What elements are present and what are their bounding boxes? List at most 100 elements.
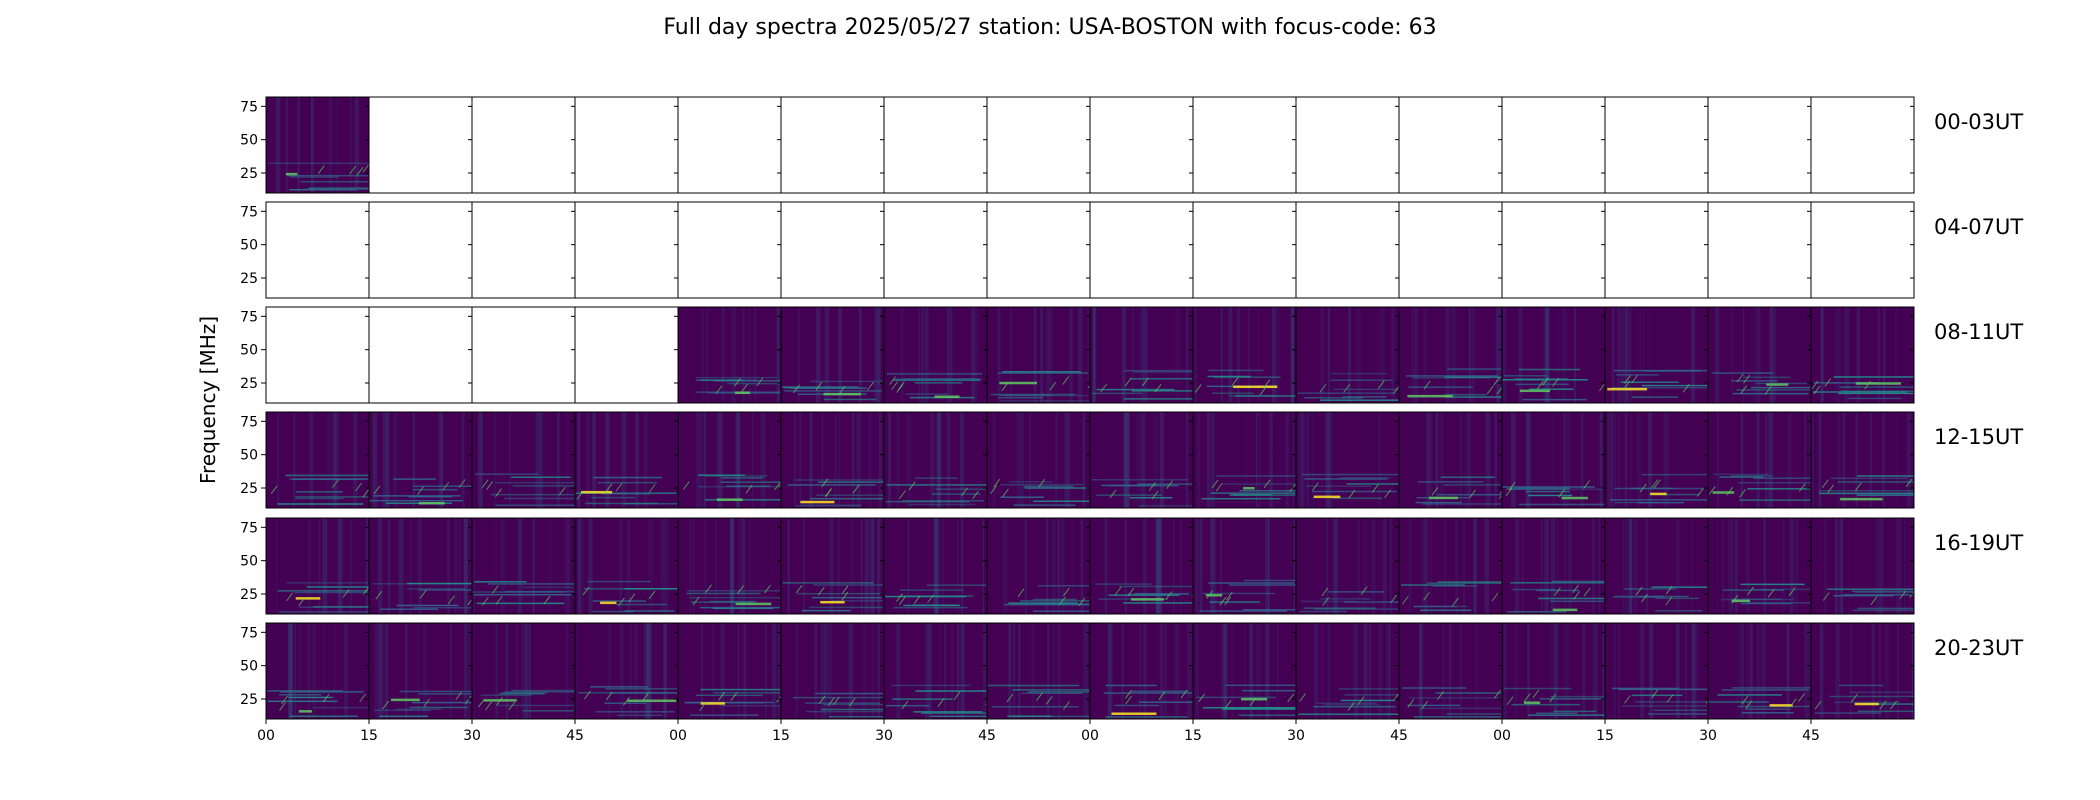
spectral-column <box>1599 412 1603 508</box>
panel-frame <box>574 306 679 404</box>
burst-mark <box>279 702 286 711</box>
spectral-column <box>1896 412 1898 508</box>
interference-band <box>1332 497 1383 500</box>
spectrogram-background <box>678 307 781 403</box>
spectral-column <box>1175 307 1180 403</box>
spectral-column <box>352 412 358 508</box>
spectral-column <box>1838 307 1841 403</box>
spectral-column <box>1327 307 1330 403</box>
spectral-column <box>1740 623 1745 719</box>
interference-band <box>690 601 754 604</box>
spectral-column <box>1477 623 1479 719</box>
spectral-column <box>946 307 948 403</box>
spectral-column <box>1264 518 1269 614</box>
spectral-column <box>1138 307 1144 403</box>
burst-mark <box>1225 591 1233 601</box>
spectral-column <box>1408 518 1412 614</box>
spectral-column <box>1155 518 1159 614</box>
spectral-column <box>1882 412 1885 508</box>
interference-band <box>1536 712 1578 714</box>
panel-row-16-19UT: 25 50 75 <box>240 517 1915 615</box>
spectrogram-background <box>1605 518 1708 614</box>
spectrogram-panel <box>1501 622 1606 720</box>
burst-mark <box>1623 375 1631 384</box>
spectrogram-background <box>884 518 987 614</box>
burst-mark <box>465 695 472 705</box>
spectral-column <box>643 623 649 719</box>
spectral-column <box>1787 412 1792 508</box>
burst-mark <box>623 696 630 706</box>
interference-band <box>1207 582 1295 584</box>
burst-mark <box>1558 488 1565 498</box>
interference-band <box>399 690 472 693</box>
burst-mark <box>1532 689 1540 699</box>
spectral-column <box>1136 412 1141 508</box>
burst-mark <box>1740 385 1748 394</box>
spectral-column <box>900 307 904 403</box>
burst-mark <box>1215 482 1223 492</box>
spectrogram-background <box>781 412 884 508</box>
burst-mark <box>1822 592 1830 601</box>
interference-band <box>1515 383 1569 386</box>
burst-mark <box>1827 484 1835 494</box>
burst-mark <box>1114 586 1122 596</box>
panel-row-04-07UT: 25 50 75 <box>240 201 1915 299</box>
interference-band <box>997 372 1089 374</box>
spectrogram-panel <box>1501 201 1606 299</box>
spectral-column <box>1837 412 1841 508</box>
interference-band <box>1409 697 1502 699</box>
spectral-column <box>417 518 422 614</box>
spectral-column <box>578 518 581 614</box>
interference-band <box>303 188 369 190</box>
burst-mark <box>373 485 381 495</box>
spectral-column <box>1803 412 1807 508</box>
interference-band <box>991 706 1079 708</box>
burst-mark <box>1109 489 1117 499</box>
interference-band <box>1629 487 1674 490</box>
spectral-column <box>1565 623 1569 719</box>
burst-mark <box>1059 596 1066 606</box>
spectral-column <box>920 307 925 403</box>
spectral-column <box>1691 518 1693 614</box>
spectral-column <box>1121 623 1124 719</box>
interference-band <box>1202 592 1275 595</box>
spectral-column <box>374 623 380 719</box>
interference-band <box>1346 483 1399 485</box>
spectral-column <box>837 518 840 614</box>
spectral-column <box>1464 412 1470 508</box>
spectral-column <box>1840 518 1844 614</box>
spectral-column <box>1544 518 1549 614</box>
spectrogram-panel <box>1707 201 1812 299</box>
interference-band <box>721 477 764 479</box>
interference-band <box>1621 705 1708 707</box>
spectral-column <box>1809 623 1811 719</box>
interference-band <box>1507 610 1567 613</box>
burst-mark <box>349 165 357 175</box>
spectral-column <box>1013 623 1016 719</box>
interference-band <box>811 596 882 599</box>
spectral-column <box>1598 518 1601 614</box>
spectral-column <box>1122 412 1128 508</box>
spectral-column <box>1765 412 1768 508</box>
interference-band <box>1553 710 1597 713</box>
spectrogram-panel <box>1810 411 1915 509</box>
interference-band <box>784 390 882 392</box>
burst-mark <box>1312 482 1319 491</box>
interference-band <box>1023 485 1074 488</box>
spectral-column <box>1104 518 1108 614</box>
spectrogram-panel <box>1398 96 1503 194</box>
interference-band <box>726 382 781 385</box>
spectral-column <box>1138 623 1142 719</box>
interference-band <box>313 605 369 608</box>
burst-mark <box>1357 696 1365 705</box>
interference-band <box>686 592 761 595</box>
spectral-column <box>1245 412 1248 508</box>
emission-streak <box>390 698 420 702</box>
emission-streak <box>1607 387 1648 391</box>
burst-mark <box>1666 694 1674 703</box>
y-axis-label: Frequency [MHz] <box>196 316 220 484</box>
spectrogram-panel <box>368 517 473 615</box>
emission-streak <box>1650 492 1667 496</box>
interference-band <box>1304 397 1364 399</box>
spectral-column <box>1521 518 1524 614</box>
